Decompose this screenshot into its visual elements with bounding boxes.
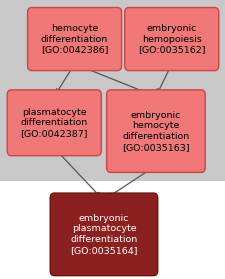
FancyBboxPatch shape [106,90,204,172]
Text: embryonic
plasmatocyte
differentiation
[GO:0035164]: embryonic plasmatocyte differentiation [… [70,214,137,255]
Text: plasmatocyte
differentiation
[GO:0042387]: plasmatocyte differentiation [GO:0042387… [20,107,88,138]
FancyBboxPatch shape [7,90,101,156]
FancyBboxPatch shape [124,8,218,71]
Text: embryonic
hemocyte
differentiation
[GO:0035163]: embryonic hemocyte differentiation [GO:0… [122,110,189,152]
FancyBboxPatch shape [27,8,121,71]
Text: embryonic
hemopoiesis
[GO:0035162]: embryonic hemopoiesis [GO:0035162] [137,24,205,54]
FancyBboxPatch shape [50,193,157,276]
Text: hemocyte
differentiation
[GO:0042386]: hemocyte differentiation [GO:0042386] [41,24,108,54]
FancyBboxPatch shape [0,181,225,279]
